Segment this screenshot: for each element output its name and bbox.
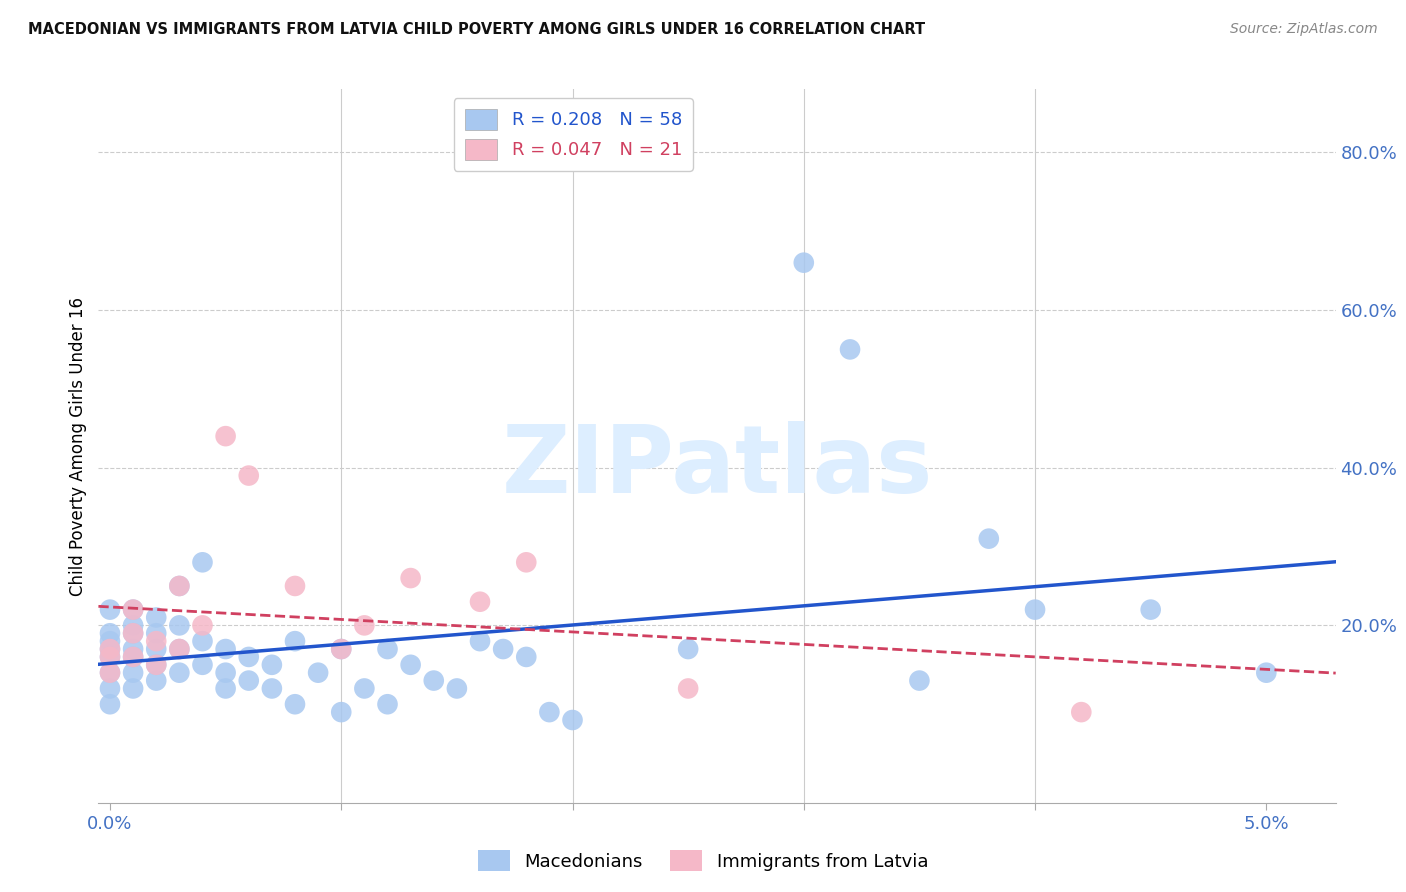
Point bbox=[561, 713, 583, 727]
Point bbox=[98, 642, 121, 657]
Point bbox=[515, 649, 537, 664]
Text: Source: ZipAtlas.com: Source: ZipAtlas.com bbox=[1230, 22, 1378, 37]
Point bbox=[98, 649, 121, 664]
Point bbox=[793, 255, 815, 269]
Point bbox=[98, 665, 121, 680]
Point bbox=[169, 618, 191, 632]
Point bbox=[98, 665, 121, 680]
Point bbox=[676, 681, 699, 696]
Point bbox=[122, 642, 145, 657]
Point bbox=[122, 681, 145, 696]
Point bbox=[191, 618, 214, 632]
Legend: Macedonians, Immigrants from Latvia: Macedonians, Immigrants from Latvia bbox=[471, 843, 935, 879]
Point bbox=[908, 673, 931, 688]
Point bbox=[377, 698, 399, 712]
Point bbox=[260, 681, 283, 696]
Point bbox=[169, 579, 191, 593]
Point bbox=[260, 657, 283, 672]
Point bbox=[1070, 705, 1092, 719]
Point bbox=[214, 681, 236, 696]
Point bbox=[98, 649, 121, 664]
Point bbox=[284, 634, 307, 648]
Point bbox=[399, 571, 422, 585]
Point bbox=[98, 642, 121, 657]
Point bbox=[330, 642, 353, 657]
Point bbox=[122, 602, 145, 616]
Point bbox=[122, 602, 145, 616]
Point bbox=[98, 698, 121, 712]
Point bbox=[122, 649, 145, 664]
Point bbox=[353, 681, 375, 696]
Point bbox=[238, 468, 260, 483]
Point bbox=[515, 555, 537, 569]
Point bbox=[145, 626, 167, 640]
Point bbox=[284, 579, 307, 593]
Point bbox=[214, 429, 236, 443]
Point bbox=[238, 673, 260, 688]
Point bbox=[122, 626, 145, 640]
Point bbox=[446, 681, 468, 696]
Point bbox=[122, 665, 145, 680]
Text: MACEDONIAN VS IMMIGRANTS FROM LATVIA CHILD POVERTY AMONG GIRLS UNDER 16 CORRELAT: MACEDONIAN VS IMMIGRANTS FROM LATVIA CHI… bbox=[28, 22, 925, 37]
Point bbox=[122, 649, 145, 664]
Point bbox=[98, 634, 121, 648]
Point bbox=[839, 343, 862, 357]
Point bbox=[122, 626, 145, 640]
Y-axis label: Child Poverty Among Girls Under 16: Child Poverty Among Girls Under 16 bbox=[69, 296, 87, 596]
Point bbox=[307, 665, 329, 680]
Point bbox=[676, 642, 699, 657]
Text: ZIPatlas: ZIPatlas bbox=[502, 421, 932, 514]
Point bbox=[468, 634, 491, 648]
Point bbox=[330, 642, 353, 657]
Point bbox=[145, 634, 167, 648]
Point bbox=[98, 626, 121, 640]
Point bbox=[538, 705, 561, 719]
Point bbox=[191, 634, 214, 648]
Point bbox=[284, 698, 307, 712]
Point bbox=[1139, 602, 1161, 616]
Point bbox=[191, 555, 214, 569]
Point bbox=[145, 657, 167, 672]
Point bbox=[169, 665, 191, 680]
Point bbox=[214, 642, 236, 657]
Point bbox=[1024, 602, 1046, 616]
Legend: R = 0.208   N = 58, R = 0.047   N = 21: R = 0.208 N = 58, R = 0.047 N = 21 bbox=[454, 98, 693, 170]
Point bbox=[1256, 665, 1278, 680]
Point bbox=[977, 532, 1000, 546]
Point bbox=[145, 657, 167, 672]
Point bbox=[353, 618, 375, 632]
Point bbox=[145, 642, 167, 657]
Point bbox=[492, 642, 515, 657]
Point bbox=[122, 618, 145, 632]
Point bbox=[98, 602, 121, 616]
Point bbox=[238, 649, 260, 664]
Point bbox=[145, 610, 167, 624]
Point bbox=[377, 642, 399, 657]
Point bbox=[98, 681, 121, 696]
Point bbox=[169, 642, 191, 657]
Point bbox=[423, 673, 446, 688]
Point bbox=[214, 665, 236, 680]
Point bbox=[468, 595, 491, 609]
Point bbox=[191, 657, 214, 672]
Point bbox=[330, 705, 353, 719]
Point bbox=[169, 642, 191, 657]
Point bbox=[399, 657, 422, 672]
Point bbox=[145, 673, 167, 688]
Point bbox=[169, 579, 191, 593]
